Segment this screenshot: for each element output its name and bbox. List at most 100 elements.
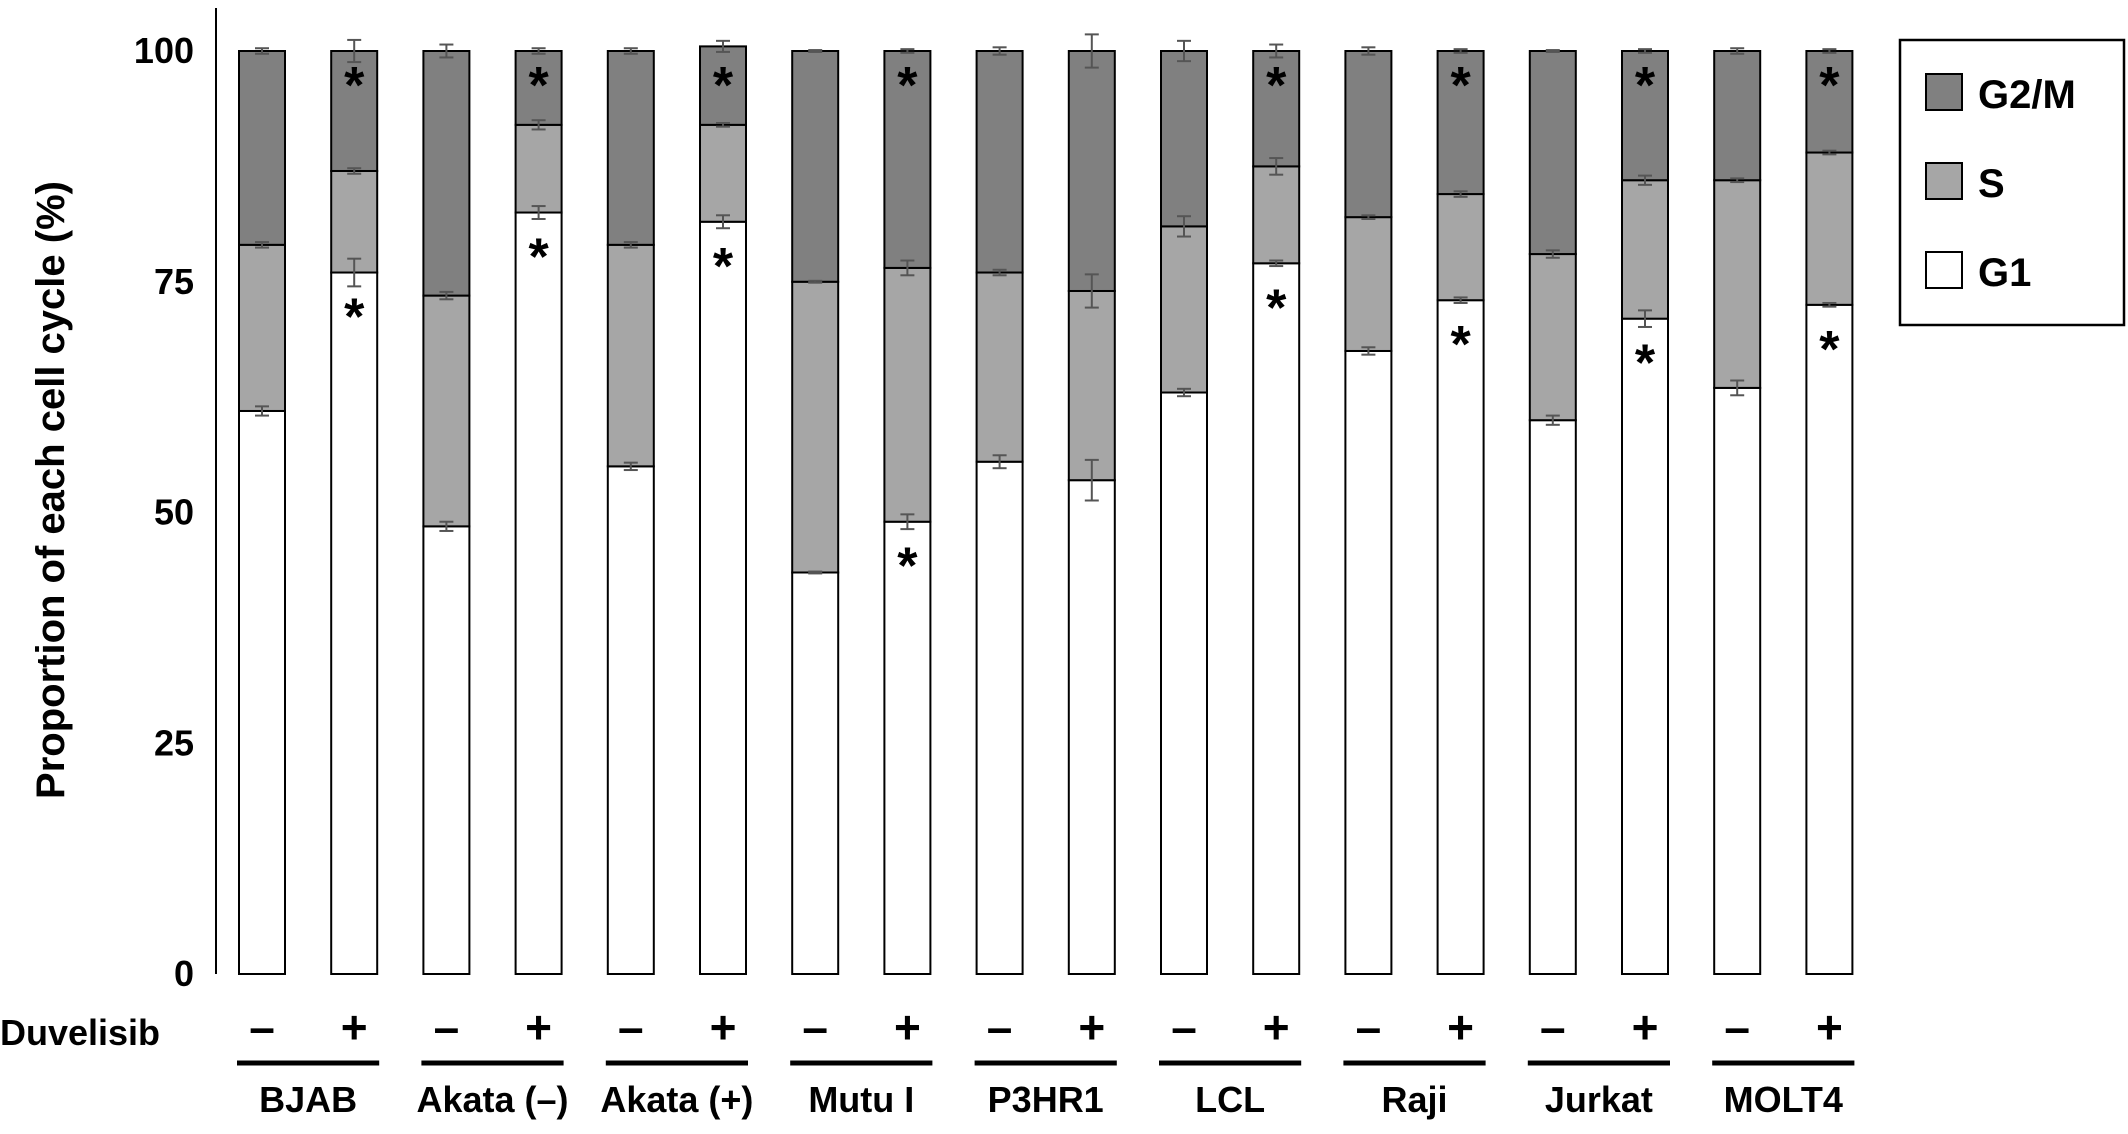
bar-segment-s: [975, 271, 1024, 463]
treatment-sign: +: [1632, 1001, 1659, 1053]
treatment-sign: +: [341, 1001, 368, 1053]
y-tick-label: 0: [174, 953, 194, 994]
bar-segment-g2-m: [699, 45, 747, 126]
bar-segment-g2-m: [883, 50, 932, 269]
bar-segment-g2-m: [1621, 50, 1669, 182]
bar-segment-g1: [699, 220, 747, 975]
bar-segment-g1: [422, 525, 471, 975]
bar-segment-g2-m: [1252, 50, 1301, 168]
bar-segment-g1: [791, 571, 840, 975]
bar-segment-s: [1621, 179, 1669, 320]
bar-segment-g1: [1621, 317, 1669, 976]
treatment-sign: –: [1171, 1001, 1197, 1053]
bar-segment-s: [1252, 165, 1301, 265]
treatment-sign: +: [1447, 1001, 1474, 1053]
bar-segment-g1: [1067, 479, 1116, 975]
bar-segment-g2-m: [975, 50, 1024, 274]
significance-star-g2m: *: [1266, 57, 1287, 115]
significance-star-g1: *: [897, 538, 918, 596]
bar-segment-s: [606, 243, 655, 468]
group-label: MOLT4: [1724, 1079, 1843, 1120]
bar-segment-s: [883, 266, 932, 523]
legend-label: G2/M: [1978, 73, 2076, 117]
significance-star-g1: *: [1266, 279, 1287, 337]
bar-segment-g2-m: [1713, 50, 1762, 182]
bar-segment-g2-m: [606, 50, 655, 246]
significance-star-g2m: *: [528, 57, 549, 115]
bar-segment-g1: [883, 520, 932, 975]
bar-segment-g1: [1252, 262, 1301, 976]
bar-segment-s: [699, 123, 747, 223]
bar-segment-g2-m: [238, 50, 286, 246]
significance-star-g1: *: [344, 289, 365, 347]
bar-segment-g1: [514, 211, 563, 975]
treatment-sign: –: [802, 1001, 828, 1053]
y-tick-label: 75: [154, 261, 194, 302]
bar-segment-s: [422, 294, 471, 528]
y-axis-label: Proportion of each cell cycle (%): [29, 181, 73, 799]
treatment-sign: +: [1263, 1001, 1290, 1053]
significance-star-g1: *: [713, 238, 734, 296]
significance-star-g1: *: [528, 229, 549, 287]
treatment-sign: –: [434, 1001, 460, 1053]
bar-segment-s: [1528, 253, 1577, 422]
bar-segment-g2-m: [1067, 50, 1116, 292]
legend-swatch-g1: [1925, 251, 1963, 289]
bar-segment-g1: [606, 465, 655, 975]
treatment-sign: +: [1078, 1001, 1105, 1053]
bar-segment-g1: [1713, 386, 1762, 975]
y-tick-label: 25: [154, 722, 194, 763]
treatment-sign: –: [1724, 1001, 1750, 1053]
significance-star-g1: *: [1819, 321, 1840, 379]
bar-segment-g1: [1436, 299, 1485, 975]
significance-star-g2m: *: [1819, 57, 1840, 115]
bar-segment-g2-m: [791, 50, 840, 283]
bar-segment-g1: [238, 409, 286, 976]
legend-label: S: [1978, 162, 2005, 206]
significance-star-g2m: *: [897, 57, 918, 115]
group-label: BJAB: [259, 1079, 357, 1120]
legend-swatch-g2-m: [1925, 73, 1963, 111]
treatment-sign: +: [710, 1001, 737, 1053]
group-label: LCL: [1195, 1079, 1265, 1120]
significance-star-g2m: *: [344, 57, 365, 115]
group-label: P3HR1: [988, 1079, 1104, 1120]
treatment-sign: –: [618, 1001, 644, 1053]
treatment-sign: –: [987, 1001, 1013, 1053]
bar-segment-g2-m: [422, 50, 471, 297]
treatment-sign: –: [1540, 1001, 1566, 1053]
bar-segment-g1: [975, 460, 1024, 975]
bar-segment-g1: [1528, 419, 1577, 975]
bar-segment-s: [1713, 179, 1762, 389]
treatment-sign: –: [249, 1001, 275, 1053]
bar-segment-g2-m: [1160, 50, 1208, 228]
treatment-sign: –: [1356, 1001, 1382, 1053]
bar-segment-s: [1160, 225, 1208, 394]
bar-segment-s: [330, 169, 379, 274]
y-tick-label: 100: [134, 30, 194, 71]
group-label: Jurkat: [1545, 1079, 1653, 1120]
bar-segment-g1: [1160, 391, 1208, 975]
treatment-sign: +: [1816, 1001, 1843, 1053]
bar-segment-s: [238, 243, 286, 412]
y-tick-label: 50: [154, 492, 194, 533]
bar-segment-s: [514, 123, 563, 214]
plot-area: 0 25 50 75 100 – * * + – * * + – * * + – * * + – + – * * + – * * + – * * +…: [0, 8, 1855, 1120]
significance-star-g1: *: [1450, 316, 1471, 374]
treatment-sign: +: [894, 1001, 921, 1053]
group-label: Raji: [1381, 1079, 1447, 1120]
bar-segment-g2-m: [1528, 50, 1577, 256]
legend: G2/M S G1: [1898, 38, 2126, 327]
bar-segment-g2-m: [1344, 50, 1393, 219]
group-label: Akata (–): [416, 1079, 568, 1120]
legend-swatch-s: [1925, 162, 1963, 200]
bar-segment-g1: [330, 271, 379, 975]
bar-segment-s: [1436, 193, 1485, 302]
treatment-label: Duvelisib: [0, 1012, 160, 1053]
bar-segment-g2-m: [1805, 50, 1854, 154]
significance-star-g1: *: [1635, 335, 1656, 393]
bar-segment-g1: [1805, 303, 1854, 975]
group-label: Mutu I: [808, 1079, 914, 1120]
legend-label: G1: [1978, 251, 2031, 295]
